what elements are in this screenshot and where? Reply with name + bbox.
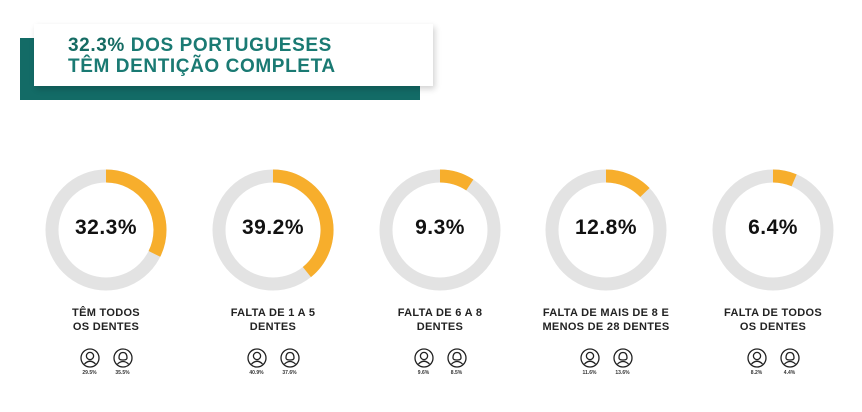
- group-1-value: 9.6%: [417, 370, 430, 376]
- group-breakdown: 8.2% 4.4%: [688, 348, 858, 376]
- person-outline-icon: [779, 348, 800, 368]
- donut-chart: [712, 169, 834, 291]
- group-2: 13.6%: [612, 348, 634, 376]
- group-2-value: 13.6%: [615, 370, 630, 376]
- metric-all-teeth: 32.3% TÊM TODOS OS DENTES 29.5% 35.5%: [21, 168, 191, 388]
- group-1-value: 8.2%: [750, 370, 763, 376]
- metric-missing-all: 6.4% FALTA DE TODOS OS DENTES 8.2% 4.4%: [688, 168, 858, 388]
- metric-label-line1: FALTA DE TODOS: [724, 307, 822, 319]
- metric-label: FALTA DE 1 A 5 DENTES: [188, 306, 358, 334]
- title-banner: 32.3% DOS PORTUGUESES TÊM DENTIÇÃO COMPLE…: [34, 24, 433, 86]
- group-1-value: 29.5%: [82, 370, 97, 376]
- metric-label-line1: TÊM TODOS: [72, 307, 140, 319]
- title-line2: TÊM DENTIÇÃO COMPLETA: [68, 56, 336, 77]
- person-outline-icon: [79, 348, 100, 368]
- group-1: 9.6%: [413, 348, 435, 376]
- metric-label-line1: FALTA DE 1 A 5: [230, 307, 316, 319]
- person-outline-icon: [279, 348, 300, 368]
- title-line1-rest: DOS PORTUGUESES: [124, 35, 332, 56]
- metric-label: FALTA DE TODOS OS DENTES: [688, 306, 858, 334]
- metric-label-line1: FALTA DE MAIS DE 8 E: [542, 307, 670, 319]
- group-1-value: 11.6%: [582, 370, 597, 376]
- donut-arc: [105, 169, 167, 257]
- metric-missing-6-8: 9.3% FALTA DE 6 A 8 DENTES 9.6% 8.5%: [355, 168, 525, 388]
- donut-arc: [772, 169, 797, 187]
- group-1-value: 40.9%: [249, 370, 264, 376]
- metric-label: FALTA DE 6 A 8 DENTES: [355, 306, 525, 334]
- metric-label: FALTA DE MAIS DE 8 E MENOS DE 28 DENTES: [521, 306, 691, 334]
- donut-chart: [545, 169, 667, 291]
- donut-arc: [605, 169, 650, 198]
- person-outline-icon: [413, 348, 434, 368]
- group-1: 11.6%: [579, 348, 601, 376]
- group-2-value: 35.5%: [115, 370, 130, 376]
- donut-chart: [45, 169, 167, 291]
- chart-title: 32.3% DOS PORTUGUESES TÊM DENTIÇÃO COMPLE…: [68, 35, 336, 77]
- group-2-value: 37.6%: [282, 370, 297, 376]
- group-breakdown: 11.6% 13.6%: [521, 348, 691, 376]
- metric-missing-8-28: 12.8% FALTA DE MAIS DE 8 E MENOS DE 28 DE…: [521, 168, 691, 388]
- group-1: 29.5%: [79, 348, 101, 376]
- group-2: 8.5%: [446, 348, 468, 376]
- donut-arc: [272, 169, 334, 278]
- metric-label-line2: MENOS DE 28 DENTES: [542, 321, 670, 333]
- donut-value: 39.2%: [241, 216, 305, 239]
- donut-chart: [212, 169, 334, 291]
- donut-value: 9.3%: [415, 216, 465, 239]
- person-outline-icon: [579, 348, 600, 368]
- donut-value: 6.4%: [748, 216, 798, 239]
- group-2: 4.4%: [779, 348, 801, 376]
- metric-label-line1: FALTA DE 6 A 8: [397, 307, 483, 319]
- person-outline-icon: [446, 348, 467, 368]
- person-outline-icon: [112, 348, 133, 368]
- donut-chart: [379, 169, 501, 291]
- group-breakdown: 29.5% 35.5%: [21, 348, 191, 376]
- group-2: 35.5%: [112, 348, 134, 376]
- metric-label: TÊM TODOS OS DENTES: [21, 306, 191, 334]
- donut-value: 12.8%: [574, 216, 638, 239]
- group-2-value: 8.5%: [450, 370, 463, 376]
- metric-label-line2: OS DENTES: [739, 321, 807, 333]
- metric-label-line2: DENTES: [416, 321, 464, 333]
- group-breakdown: 40.9% 37.6%: [188, 348, 358, 376]
- group-2-value: 4.4%: [783, 370, 796, 376]
- group-breakdown: 9.6% 8.5%: [355, 348, 525, 376]
- group-2: 37.6%: [279, 348, 301, 376]
- donut-arc: [439, 169, 474, 191]
- metric-missing-1-5: 39.2% FALTA DE 1 A 5 DENTES 40.9% 37.6%: [188, 168, 358, 388]
- donut-value: 32.3%: [74, 216, 138, 239]
- group-1: 8.2%: [746, 348, 768, 376]
- person-outline-icon: [246, 348, 267, 368]
- title-highlight: 32.3%: [68, 35, 125, 56]
- group-1: 40.9%: [246, 348, 268, 376]
- metric-label-line2: OS DENTES: [72, 321, 140, 333]
- person-outline-icon: [746, 348, 767, 368]
- person-outline-icon: [612, 348, 633, 368]
- metric-label-line2: DENTES: [249, 321, 297, 333]
